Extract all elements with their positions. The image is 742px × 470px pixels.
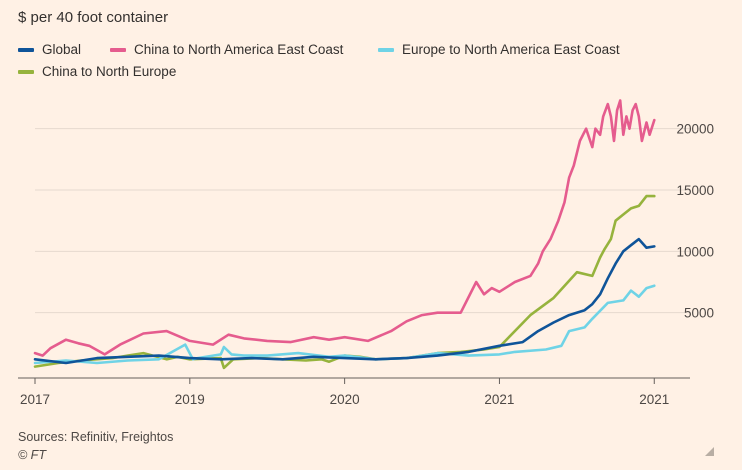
y-tick-label-10000: 10000: [676, 244, 714, 259]
legend-item-europe-na-east: Europe to North America East Coast: [378, 42, 620, 57]
legend-item-china-north-europe: China to North Europe: [18, 64, 176, 79]
x-tick-label-2: 2020: [330, 392, 360, 407]
x-tick-label-4: 2021: [639, 392, 669, 407]
y-tick-label-5000: 5000: [684, 306, 714, 321]
resize-handle-icon[interactable]: [705, 447, 714, 456]
legend-swatch-global: [18, 47, 34, 52]
x-tick-label-1: 2019: [175, 392, 205, 407]
y-tick-label-15000: 15000: [676, 183, 714, 198]
legend-item-global: Global: [18, 42, 81, 57]
series-line-europe-to-north-america-east-coast: [33, 284, 656, 365]
y-tick-label-20000: 20000: [676, 122, 714, 137]
x-tick-label-0: 2017: [20, 392, 50, 407]
legend-swatch-china-north-europe: [18, 69, 34, 74]
legend-label-europe-na-east: Europe to North America East Coast: [402, 42, 620, 57]
legend-label-china-north-europe: China to North Europe: [42, 64, 177, 79]
series-line-global: [33, 237, 656, 365]
legend-swatch-europe-na-east: [378, 47, 394, 52]
series-line-china-to-north-america-east-coast: [33, 99, 656, 357]
legend-label-global: Global: [42, 42, 82, 57]
legend-item-china-na-east: China to North America East Coast: [110, 42, 343, 57]
legend-swatch-china-na-east: [110, 47, 126, 52]
x-tick-label-3: 2021: [484, 392, 514, 407]
chart-subtitle: $ per 40 foot container: [18, 9, 169, 26]
legend-label-china-na-east: China to North America East Coast: [134, 42, 344, 57]
source-note: Sources: Refinitiv, Freightos: [18, 430, 174, 444]
credit-note: © FT: [18, 448, 46, 462]
